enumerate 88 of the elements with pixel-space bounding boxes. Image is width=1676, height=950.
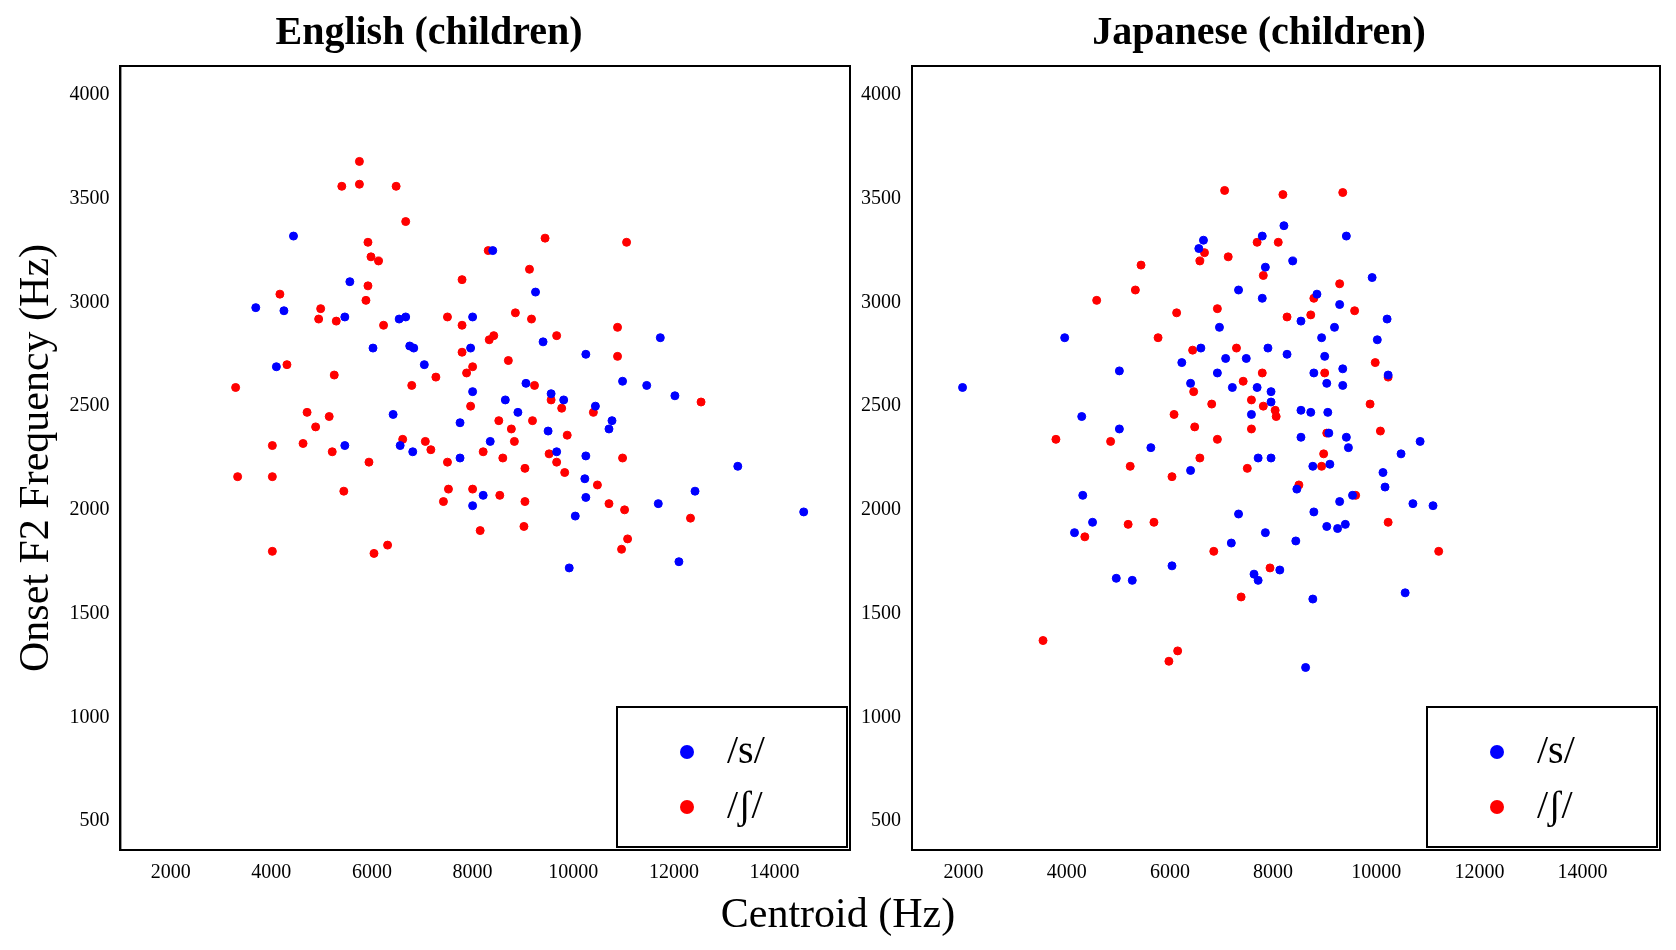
y-tick-label: 4000 xyxy=(861,82,901,105)
x-tick-label: 10000 xyxy=(548,860,599,883)
x-tick-label: 8000 xyxy=(1253,860,1294,883)
point xyxy=(590,401,600,411)
x-tick-label: 14000 xyxy=(749,860,800,883)
point xyxy=(546,389,556,399)
point xyxy=(419,360,429,370)
point xyxy=(607,416,617,426)
point xyxy=(388,409,398,419)
point xyxy=(513,407,523,417)
point xyxy=(581,451,591,461)
y-tick-label: 1000 xyxy=(69,704,110,727)
y-tick-label: 2500 xyxy=(69,393,110,416)
x-tick-label: 12000 xyxy=(1454,860,1505,883)
y-tick-label: 1500 xyxy=(69,600,110,623)
x-tick-label: 2000 xyxy=(943,860,984,883)
point xyxy=(531,287,541,297)
point xyxy=(538,337,548,347)
point xyxy=(488,246,498,256)
point xyxy=(468,387,478,397)
point xyxy=(604,424,614,434)
y-tick-label: 4000 xyxy=(69,82,110,105)
point xyxy=(395,441,405,451)
y-tick-label: 1000 xyxy=(861,704,901,727)
y-tick-label: 2500 xyxy=(861,393,901,416)
point xyxy=(401,312,411,322)
legend-label: /ʃ/ xyxy=(1537,781,1574,827)
point xyxy=(564,563,574,573)
point xyxy=(455,418,465,428)
point xyxy=(251,303,261,313)
point xyxy=(653,499,663,509)
x-tick-label: 14000 xyxy=(1557,860,1608,883)
x-tick-label: 4000 xyxy=(251,860,292,883)
y-tick-label: 2000 xyxy=(69,497,110,520)
point xyxy=(288,231,298,241)
point xyxy=(271,362,281,372)
x-tick-label: 12000 xyxy=(648,860,699,883)
point xyxy=(670,391,680,401)
y-tick-label: 3000 xyxy=(861,289,901,312)
point xyxy=(799,507,809,517)
point xyxy=(655,333,665,343)
point xyxy=(642,380,652,390)
legend-label: /s/ xyxy=(1537,726,1576,772)
point xyxy=(733,461,743,471)
point xyxy=(580,474,590,484)
y-tick-label: 500 xyxy=(871,808,901,831)
y-tick-label: 2000 xyxy=(861,497,901,520)
y-tick-label: 3500 xyxy=(69,185,110,208)
point xyxy=(500,395,510,405)
legend-label: /ʃ/ xyxy=(727,781,764,827)
chart-title: Japanese (children) xyxy=(1092,8,1426,54)
point xyxy=(408,447,418,457)
point xyxy=(552,447,562,457)
point xyxy=(570,511,580,521)
y-tick-label: 500 xyxy=(79,808,110,831)
point xyxy=(674,557,684,567)
x-tick-label: 8000 xyxy=(452,860,493,883)
x-tick-label: 6000 xyxy=(1149,860,1190,883)
x-tick-label: 6000 xyxy=(351,860,392,883)
point xyxy=(690,486,700,496)
point xyxy=(478,490,488,500)
point xyxy=(466,343,476,353)
point xyxy=(368,343,378,353)
point xyxy=(455,453,465,463)
point xyxy=(543,426,553,436)
x-tick-label: 10000 xyxy=(1351,860,1402,883)
point xyxy=(559,395,569,405)
point xyxy=(340,441,350,451)
point xyxy=(345,277,355,287)
point xyxy=(521,378,531,388)
point xyxy=(581,349,591,359)
point xyxy=(279,306,289,316)
legend-label: /s/ xyxy=(727,726,766,772)
point xyxy=(468,312,478,322)
x-tick-label: 4000 xyxy=(1046,860,1087,883)
y-tick-label: 3500 xyxy=(861,185,901,208)
y-axis-title: Onset F2 Frequency (Hz) xyxy=(11,243,59,673)
chart-title: English (children) xyxy=(275,8,583,54)
y-tick-label: 1500 xyxy=(861,600,901,623)
x-tick-label: 2000 xyxy=(150,860,191,883)
point xyxy=(340,312,350,322)
point xyxy=(581,492,591,502)
x-axis-title: Centroid (Hz) xyxy=(719,889,957,938)
point xyxy=(468,501,478,511)
point xyxy=(485,436,495,446)
y-tick-label: 3000 xyxy=(69,289,110,312)
point xyxy=(409,343,419,353)
point xyxy=(618,376,628,386)
